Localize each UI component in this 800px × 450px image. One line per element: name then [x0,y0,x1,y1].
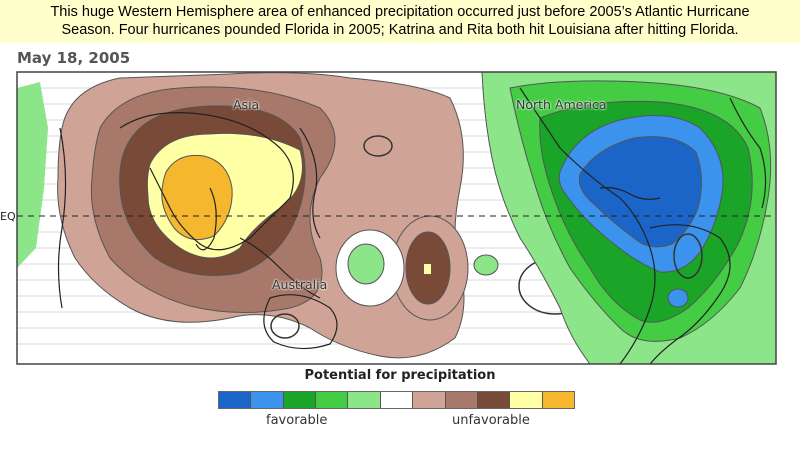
map-date: May 18, 2005 [17,49,131,67]
legend-swatch-7 [413,392,446,408]
legend-swatch-11 [542,392,574,408]
region-blue-small [667,288,689,308]
label-asia: Asia [233,97,260,112]
coastlines [57,87,767,364]
region-pacific-green [347,243,385,285]
caption-line-1: This huge Western Hemisphere area of enh… [50,4,750,20]
legend-swatch-2 [251,392,284,408]
legend-swatch-5 [348,392,381,408]
caption-box: This huge Western Hemisphere area of enh… [0,0,800,43]
region-green-southring [673,233,703,279]
legend-swatch-4 [316,392,349,408]
precipitation-map: EQ [0,71,777,365]
legend-swatch-9 [477,392,511,408]
legend-color-bar [218,391,575,409]
region-pacific-yellow-dot [424,264,431,274]
caption-line-2: Season. Four hurricanes pounded Florida … [61,22,739,38]
map-frame [16,71,777,365]
legend-swatch-1 [219,392,252,408]
label-australia: Australia [272,277,328,292]
legend-swatch-6 [380,392,414,408]
region-blue-dark [578,136,702,248]
region-pacific-green-small [473,254,499,276]
legend-swatch-10 [510,392,543,408]
region-left-green [17,82,48,268]
region-south-ring [270,313,300,339]
legend-favorable-label: favorable [266,413,328,428]
legend-swatch-8 [445,392,478,408]
region-north-ring [363,135,393,157]
legend-title: Potential for precipitation [304,368,496,383]
legend-unfavorable-label: unfavorable [452,413,530,428]
label-north-america: North America [516,97,607,112]
equator-label: EQ [0,210,16,223]
legend-swatch-3 [283,392,317,408]
